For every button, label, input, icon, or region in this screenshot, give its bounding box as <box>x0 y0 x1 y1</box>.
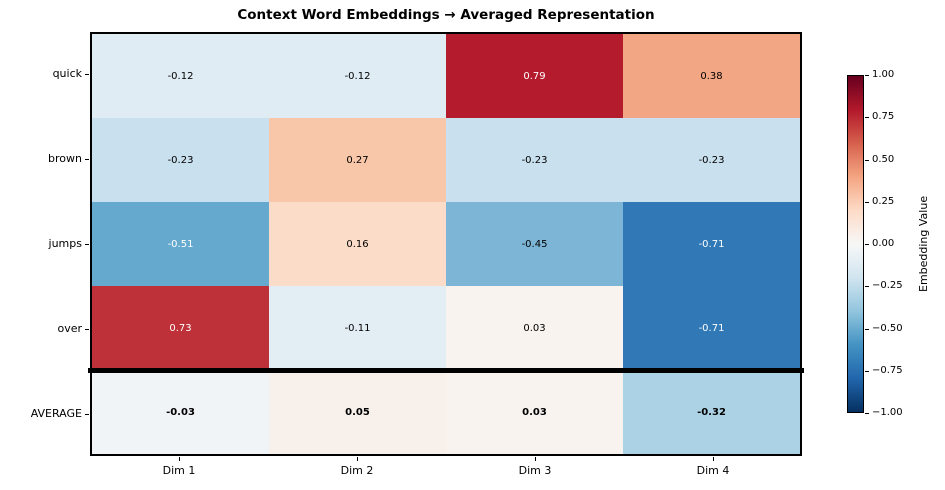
colorbar-tick <box>865 244 869 245</box>
heatmap-cell-brown-dim4: -0.23 <box>623 118 800 202</box>
heatmap-cell-over-dim4: -0.71 <box>623 286 800 370</box>
heatmap-cell-brown-dim3: -0.23 <box>446 118 623 202</box>
heatmap-cell-jumps-dim4: -0.71 <box>623 202 800 286</box>
y-tick <box>85 159 89 161</box>
colorbar-tick <box>865 328 869 330</box>
chart-title: Context Word Embeddings → Averaged Repre… <box>237 7 655 23</box>
x-tick <box>713 457 714 461</box>
row-label-average: AVERAGE <box>30 406 82 420</box>
colorbar-tick-label: −0.25 <box>872 280 903 292</box>
colorbar-tick <box>865 286 869 288</box>
heatmap-cell-AVERAGE-dim3: 0.03 <box>446 370 623 454</box>
heatmap-cell-over-dim1: 0.73 <box>92 286 269 370</box>
heatmap-cell-jumps-dim2: 0.16 <box>269 202 446 286</box>
colorbar-tick-label: 0.50 <box>872 153 895 165</box>
colorbar-tick <box>865 159 869 161</box>
colorbar-tick-label: −1.00 <box>872 407 903 418</box>
heatmap-cell-over-dim3: 0.03 <box>446 286 623 370</box>
colorbar-tick <box>865 75 869 76</box>
col-label-dim3: Dim 3 <box>518 464 552 477</box>
heatmap-cell-brown-dim2: 0.27 <box>269 118 446 202</box>
y-tick <box>85 413 89 415</box>
heatmap-cell-AVERAGE-dim2: 0.05 <box>269 370 446 454</box>
y-tick <box>85 244 89 245</box>
x-tick <box>357 457 358 461</box>
colorbar-tick <box>865 413 869 414</box>
colorbar-tick-label: 1.00 <box>872 69 895 80</box>
heatmap-cell-jumps-dim1: -0.51 <box>92 202 269 286</box>
col-label-dim1: Dim 1 <box>162 464 196 477</box>
colorbar-tick-label: 0.75 <box>872 111 895 123</box>
y-tick <box>85 74 89 76</box>
row-label-quick: quick <box>52 67 82 81</box>
heatmap: -0.12 -0.12 0.79 0.38 -0.23 0.27 -0.23 -0.23 -0.… <box>90 32 802 456</box>
heatmap-cell-jumps-dim3: -0.45 <box>446 202 623 286</box>
colorbar-tick <box>865 117 869 119</box>
x-tick <box>535 457 536 461</box>
colorbar-tick-label: −0.50 <box>872 322 903 334</box>
row-label-over: over <box>57 321 82 335</box>
heatmap-cell-AVERAGE-dim4: -0.32 <box>623 370 800 454</box>
heatmap-cell-over-dim2: -0.11 <box>269 286 446 370</box>
colorbar-axis-label: Embedding Value <box>917 195 930 293</box>
col-label-dim2: Dim 2 <box>340 464 374 477</box>
colorbar-tick-label: 0.25 <box>872 195 895 207</box>
x-tick <box>179 457 180 461</box>
heatmap-cell-quick-dim1: -0.12 <box>92 34 269 118</box>
col-label-dim4: Dim 4 <box>696 464 730 477</box>
y-tick <box>85 328 89 330</box>
heatmap-cell-quick-dim3: 0.79 <box>446 34 623 118</box>
colorbar-tick-label: 0.00 <box>872 238 895 249</box>
colorbar-tick-label: −0.75 <box>872 364 903 376</box>
heatmap-cell-quick-dim2: -0.12 <box>269 34 446 118</box>
average-separator-line <box>88 368 804 373</box>
colorbar-tick <box>865 370 869 372</box>
heatmap-cell-AVERAGE-dim1: -0.03 <box>92 370 269 454</box>
row-label-jumps: jumps <box>48 237 82 250</box>
heatmap-cell-quick-dim4: 0.38 <box>623 34 800 118</box>
colorbar-gradient <box>847 75 864 413</box>
heatmap-cell-brown-dim1: -0.23 <box>92 118 269 202</box>
row-label-brown: brown <box>48 152 82 166</box>
colorbar-tick <box>865 201 869 203</box>
